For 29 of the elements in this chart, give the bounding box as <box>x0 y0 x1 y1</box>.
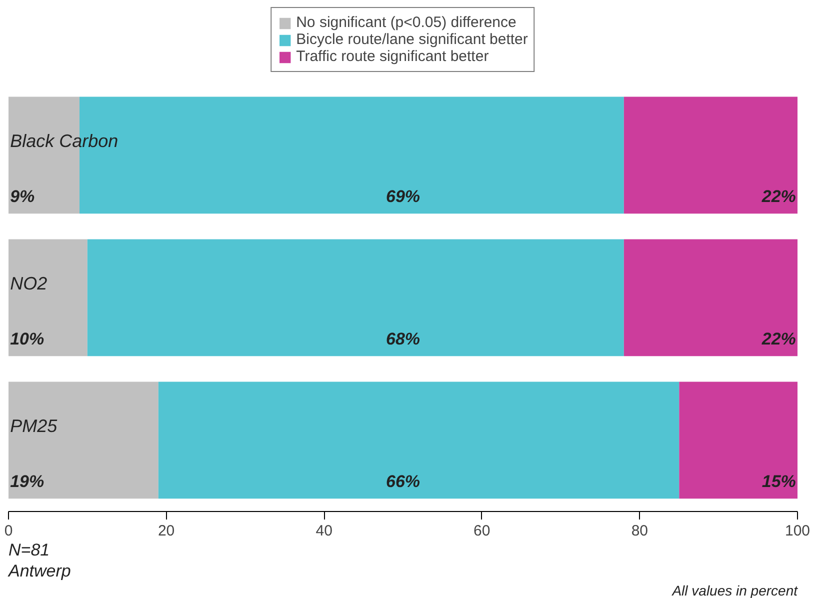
x-tick-label: 80 <box>631 522 648 540</box>
text: N=81 <box>8 540 50 560</box>
bar <box>8 382 158 499</box>
data-label: 9% <box>10 186 35 206</box>
x-tick-label: 60 <box>474 522 490 540</box>
x-tick-label: 0 <box>4 522 13 540</box>
data-label: 10% <box>10 330 44 349</box>
x-tick-label: 20 <box>158 522 175 540</box>
bar <box>624 96 798 214</box>
data-label: 19% <box>10 472 44 492</box>
x-tick-label: 100 <box>784 522 810 540</box>
legend-label: No significant (p<0.05) difference <box>296 14 516 31</box>
data-label: 15% <box>762 472 796 492</box>
text: Antwerp <box>8 562 71 580</box>
bar <box>87 239 624 356</box>
y-tick-label: NO2 <box>10 273 48 294</box>
data-label: 69% <box>386 186 420 206</box>
y-tick-label: PM25 <box>10 416 58 436</box>
bar <box>679 382 798 499</box>
data-label: 68% <box>386 330 420 349</box>
data-label: 22% <box>760 186 796 206</box>
legend-label: Bicycle route/lane significant better <box>296 31 528 48</box>
data-label: 22% <box>760 330 796 349</box>
bar <box>8 239 88 356</box>
x-tick-label: 40 <box>316 522 332 540</box>
legend-label: Traffic route significant better <box>296 48 489 65</box>
data-label: 66% <box>386 472 420 492</box>
bar <box>158 382 680 499</box>
bar <box>624 239 798 356</box>
